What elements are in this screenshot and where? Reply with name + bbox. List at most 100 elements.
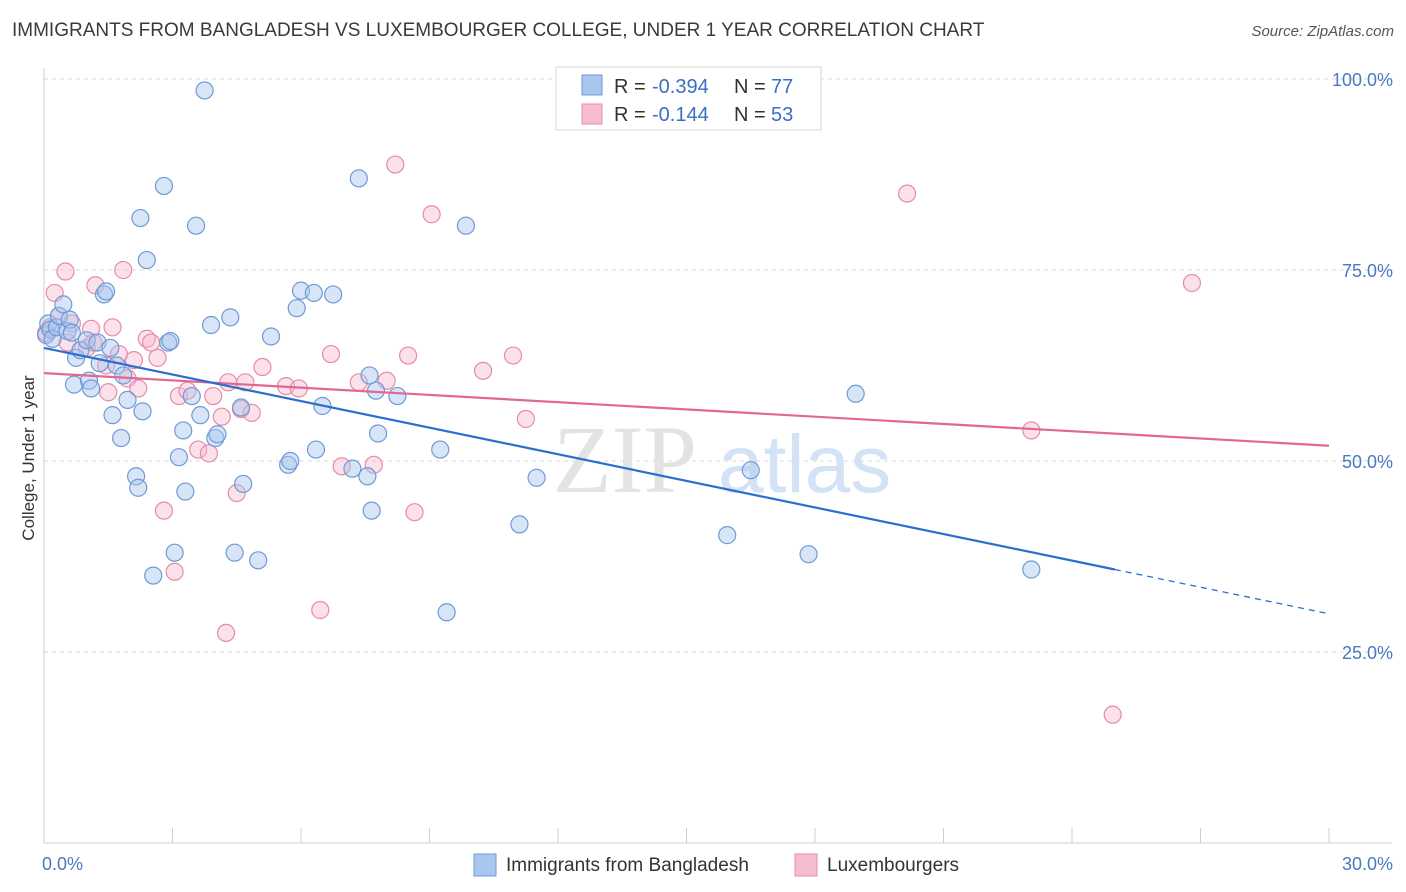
bangladesh-point	[174, 421, 193, 440]
bangladesh-point	[261, 327, 281, 346]
bangladesh-point	[129, 478, 148, 497]
axes	[43, 68, 1392, 844]
luxembourgers-point	[212, 407, 231, 426]
bangladesh-point	[101, 338, 120, 358]
bangladesh-point	[154, 176, 174, 196]
bangladesh-point	[431, 440, 450, 459]
bangladesh-point	[456, 216, 476, 235]
bangladesh-point	[369, 424, 388, 443]
bangladesh-point	[126, 467, 146, 486]
legend-n-label-1: N =	[734, 76, 771, 98]
grid-lines	[44, 78, 1392, 653]
luxembourgers-point	[1103, 705, 1122, 724]
bangladesh-point	[201, 315, 221, 335]
luxembourgers-point	[503, 346, 523, 365]
watermark-atlas: atlas	[718, 419, 891, 510]
luxembourgers-point	[204, 386, 223, 406]
y-tick-label-1: 50.0%	[1342, 452, 1393, 472]
bangladesh-point	[137, 250, 156, 270]
bangladesh-point	[144, 566, 163, 585]
bangladesh-point	[304, 283, 323, 303]
luxembourgers-point	[364, 455, 383, 474]
legend-swatch-blue	[581, 74, 603, 96]
luxembourgers-point	[103, 318, 122, 337]
bangladesh-point	[510, 515, 529, 534]
bangladesh-point	[118, 390, 137, 409]
bangladesh-point	[249, 551, 268, 570]
source-label: Source: ZipAtlas.com	[1251, 23, 1394, 40]
bangladesh-point	[388, 386, 407, 406]
series-bangladesh-points	[37, 81, 1041, 622]
luxembourgers-point	[99, 383, 118, 402]
luxembourgers-point	[332, 457, 351, 476]
bangladesh-point	[182, 386, 201, 406]
luxembourgers-point	[189, 440, 208, 459]
bottom-legend-label-bangladesh: Immigrants from Bangladesh	[506, 855, 749, 876]
bangladesh-point	[97, 282, 116, 301]
legend-r-value-2: -0.144	[652, 104, 709, 126]
luxembourgers-point	[422, 205, 441, 224]
legend-r-label-2: R =	[614, 104, 651, 126]
legend-n-value-1: 77	[771, 76, 793, 98]
bangladesh-point	[64, 375, 84, 394]
bangladesh-point	[231, 398, 251, 417]
y-tick-label-2: 75.0%	[1342, 261, 1393, 281]
bangladesh-point	[349, 169, 368, 188]
luxembourgers-point	[154, 501, 174, 520]
luxembourgers-point	[398, 346, 418, 365]
luxembourgers-point	[1022, 421, 1041, 440]
luxembourgers-point	[516, 409, 535, 429]
legend-r-label-1: R =	[614, 76, 651, 98]
y-tick-label-0: 25.0%	[1342, 643, 1393, 663]
luxembourgers-trend-line	[43, 372, 1330, 447]
tick-labels: 25.0% 50.0% 75.0% 100.0% 0.0% 30.0%	[42, 70, 1393, 874]
bangladesh-point	[94, 285, 114, 304]
luxembourgers-point	[253, 357, 272, 377]
bangladesh-point	[846, 384, 865, 403]
luxembourgers-point	[199, 444, 219, 463]
legend-n-label-2: N =	[734, 104, 771, 126]
bangladesh-point	[234, 474, 253, 494]
bangladesh-point	[195, 81, 214, 100]
luxembourgers-point	[129, 379, 148, 398]
bangladesh-point	[343, 459, 362, 478]
bangladesh-point	[176, 482, 195, 501]
luxembourgers-point	[236, 373, 255, 392]
legend-r-value-1: -0.394	[652, 76, 709, 98]
bangladesh-point	[1022, 560, 1041, 579]
bangladesh-point	[208, 425, 227, 444]
bangladesh-point	[191, 406, 210, 425]
bangladesh-point	[43, 329, 62, 348]
chart-title: IMMIGRANTS FROM BANGLADESH VS LUXEMBOURG…	[12, 20, 985, 41]
luxembourgers-point	[321, 344, 341, 364]
y-tick-label-3: 100.0%	[1332, 70, 1393, 90]
luxembourgers-point	[473, 361, 493, 380]
bangladesh-point	[82, 379, 101, 398]
watermark-zip: ZIP	[553, 406, 697, 513]
bangladesh-point	[77, 331, 96, 350]
bangladesh-point	[161, 331, 180, 351]
bangladesh-point	[103, 406, 122, 425]
bangladesh-point	[358, 467, 377, 486]
bangladesh-point	[324, 285, 343, 304]
bottom-legend-swatch-blue	[473, 853, 497, 877]
bangladesh-point	[225, 543, 244, 562]
bangladesh-point	[287, 299, 306, 318]
luxembourgers-point	[148, 348, 167, 367]
bangladesh-point	[111, 428, 131, 448]
watermark: ZIP atlas	[553, 406, 891, 513]
luxembourgers-point	[311, 600, 330, 620]
luxembourgers-point	[897, 184, 917, 203]
bangladesh-point	[718, 526, 737, 545]
luxembourgers-point	[165, 562, 184, 581]
luxembourgers-point	[169, 386, 189, 406]
bottom-legend: Immigrants from Bangladesh Luxembourgers	[473, 853, 959, 877]
bangladesh-point	[437, 603, 456, 622]
luxembourgers-point	[56, 262, 75, 281]
luxembourgers-point	[114, 260, 133, 280]
bangladesh-point	[281, 451, 300, 471]
bangladesh-point	[62, 323, 81, 342]
bangladesh-point	[221, 308, 240, 327]
trend-lines	[43, 346, 1330, 615]
